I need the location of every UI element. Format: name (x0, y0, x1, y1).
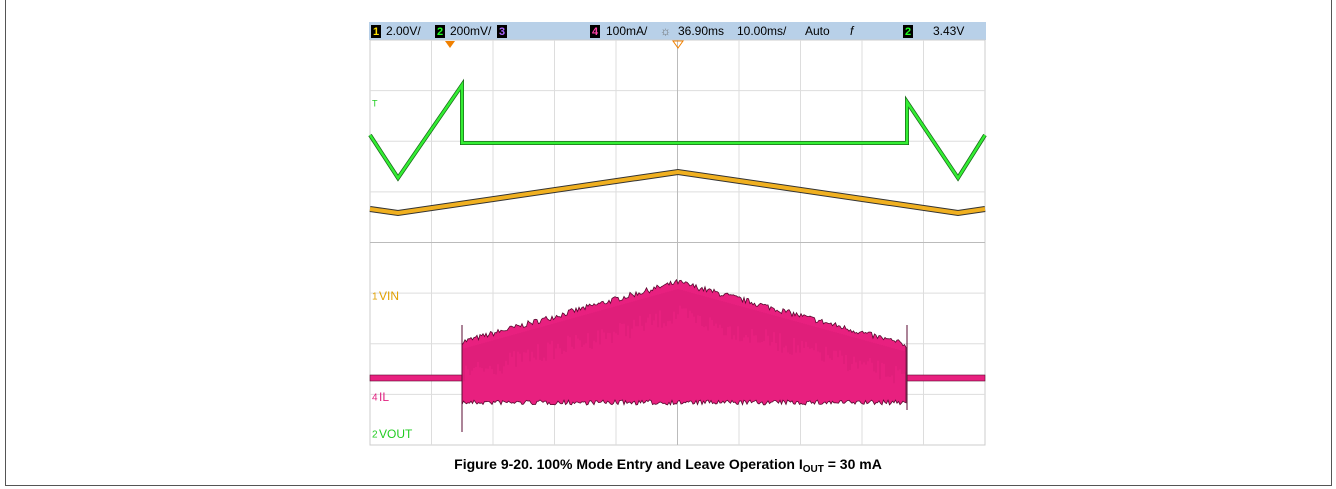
ch4-num: 4 (592, 26, 599, 38)
waveforms (368, 78, 987, 432)
vout-trace (368, 80, 987, 181)
ch2-scale: 200mV/ (450, 24, 492, 38)
caption: Figure 9-20. 100% Mode Entry and Leave O… (0, 456, 1336, 475)
timebase: 10.00ms/ (737, 24, 787, 38)
ch2-num: 2 (437, 26, 443, 38)
caption-main: Figure 9-20. 100% Mode Entry and Leave O… (454, 456, 803, 472)
trigger-level-marker: T (372, 98, 378, 108)
delay-marker (672, 40, 684, 49)
ch1-scale: 2.00V/ (386, 24, 421, 38)
il-flat (369, 374, 463, 382)
vout-num: 2 (372, 430, 378, 441)
delay-icon: ☼ (660, 24, 671, 38)
trigger-symbol: f (850, 24, 855, 38)
vin-trace (369, 169, 986, 216)
ch1-num: 1 (373, 26, 379, 38)
vout-label: VOUT (379, 427, 413, 441)
caption-sub: OUT (802, 464, 824, 475)
ch1-badge (371, 25, 381, 38)
vin-num: 1 (372, 292, 378, 303)
trig-ch: 2 (905, 26, 911, 38)
ch4-scale: 100mA/ (606, 24, 648, 38)
vin-label: VIN (379, 289, 399, 303)
trig-level: 3.43V (933, 24, 964, 38)
delay: 36.90ms (678, 24, 724, 38)
scope-screen: 1 2.00V/ 2 200mV/ 3 4 100mA/ ☼ 36.90ms 1… (368, 22, 987, 446)
caption-rest: = 30 mA (823, 456, 882, 472)
ch3-num: 3 (499, 26, 505, 38)
trigger-position-marker (445, 41, 455, 48)
frame (5, 0, 1332, 486)
trig-badge (903, 25, 913, 38)
il-envelope (461, 278, 907, 406)
il-label: IL (379, 390, 389, 404)
mode: Auto (805, 24, 830, 38)
ch4-badge (590, 25, 600, 38)
il-num: 4 (372, 393, 378, 404)
ch2-badge (435, 25, 445, 38)
ch3-badge (497, 25, 507, 38)
header-bar (369, 22, 986, 40)
il-flat (906, 374, 986, 382)
